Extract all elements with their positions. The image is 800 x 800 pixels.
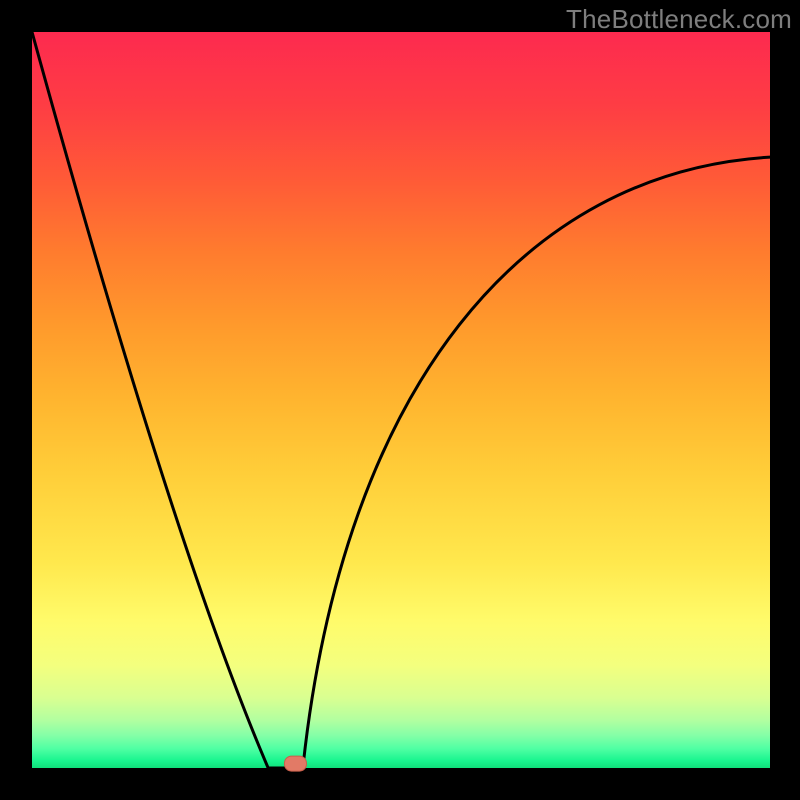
optimum-marker xyxy=(284,756,306,771)
plot-area xyxy=(32,32,770,768)
bottleneck-chart xyxy=(0,0,800,800)
attribution-text: TheBottleneck.com xyxy=(566,4,792,35)
chart-container: TheBottleneck.com xyxy=(0,0,800,800)
